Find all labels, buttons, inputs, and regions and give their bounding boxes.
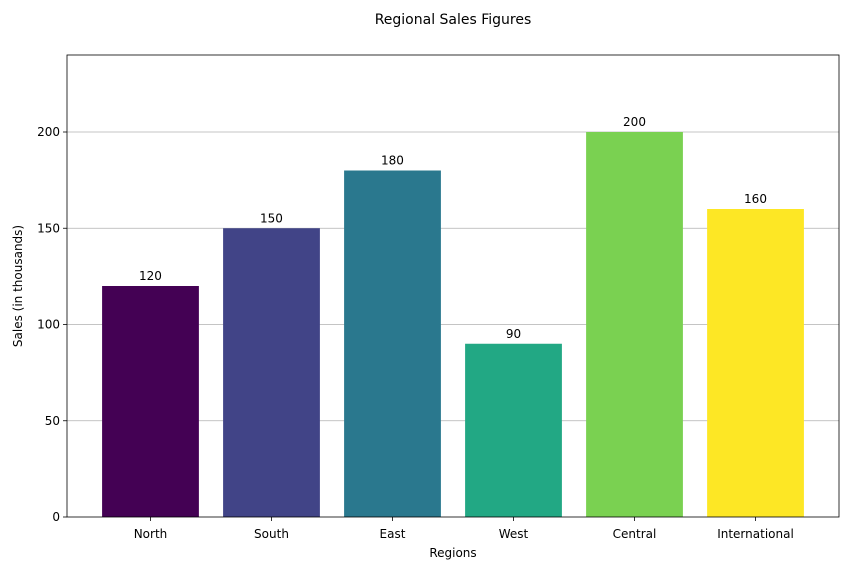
x-tick-label-south: South [254,527,289,541]
bar-central [586,132,683,517]
bar-south [223,228,320,517]
y-tick-label: 150 [37,221,60,235]
data-labels-layer: 120 150 180 90 200 160 [139,115,767,341]
x-tick-label-east: East [380,527,406,541]
x-tick-label-north: North [134,527,168,541]
y-tick-label: 100 [37,318,60,332]
data-label-east: 180 [381,154,404,168]
x-tick-label-central: Central [613,527,657,541]
y-axis: 0 50 100 150 200 [37,125,67,524]
x-tick-label-west: West [499,527,529,541]
data-label-south: 150 [260,211,283,225]
bar-west [465,343,562,517]
y-tick-label: 200 [37,125,60,139]
bar-north [102,286,199,517]
data-label-central: 200 [623,115,646,129]
y-axis-label: Sales (in thousands) [11,225,25,347]
plot-frame [66,54,840,518]
y-tick-label: 0 [52,510,60,524]
x-axis: North South East West Central International [134,517,794,541]
x-axis-label: Regions [429,546,476,560]
chart-title: Regional Sales Figures [375,12,532,28]
data-label-west: 90 [506,327,521,341]
bars-layer [102,132,804,517]
data-label-international: 160 [744,192,767,206]
bar-east [344,170,441,517]
bar-international [707,209,804,517]
y-tick-label: 50 [45,414,60,428]
data-label-north: 120 [139,269,162,283]
x-tick-label-international: International [717,527,794,541]
